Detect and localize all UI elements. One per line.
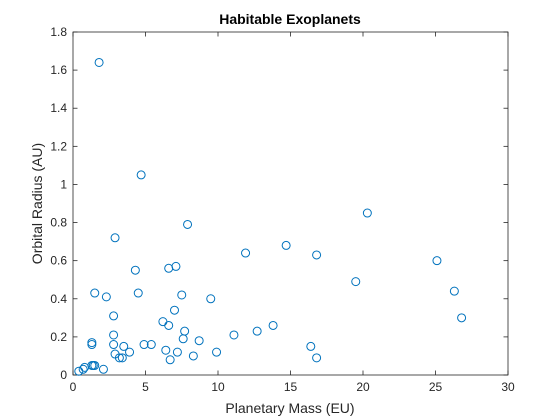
data-point (268, 320, 278, 330)
y-tick-label: 1.8 (50, 25, 67, 39)
data-point (457, 313, 467, 323)
data-point (109, 330, 119, 340)
chart-title: Habitable Exoplanets (219, 11, 361, 27)
x-axis-label: Planetary Mass (EU) (225, 400, 354, 416)
data-point (188, 351, 198, 361)
data-point (161, 345, 171, 355)
x-tick-label: 10 (211, 380, 225, 394)
data-point (139, 340, 149, 350)
data-point (130, 265, 140, 275)
data-point (312, 250, 322, 260)
x-tick-label: 30 (501, 380, 515, 394)
data-point (449, 286, 459, 296)
data-point (306, 341, 316, 351)
data-point (74, 366, 84, 376)
y-tick-label: 0 (60, 368, 67, 382)
data-point (281, 240, 291, 250)
data-point (229, 330, 239, 340)
data-point (90, 288, 100, 298)
y-tick-label: 1.6 (50, 63, 67, 77)
x-tick-label: 5 (142, 380, 149, 394)
data-point (177, 290, 187, 300)
data-point (171, 261, 181, 271)
data-point (351, 277, 361, 287)
data-point (164, 320, 174, 330)
data-point (110, 233, 120, 243)
y-tick-label: 1 (60, 177, 67, 191)
data-point (88, 360, 98, 370)
data-point (206, 294, 216, 304)
data-point (87, 340, 97, 350)
data-point (165, 355, 175, 365)
data-point (133, 288, 143, 298)
y-axis-label: Orbital Radius (AU) (29, 143, 45, 264)
data-point (136, 170, 146, 180)
x-axis-ticks: 0 5 10 15 20 25 30 (70, 32, 515, 394)
data-point (362, 208, 372, 218)
data-point (146, 340, 156, 350)
data-point (109, 311, 119, 321)
y-tick-label: 1.4 (50, 101, 67, 115)
y-tick-label: 0.8 (50, 216, 67, 230)
data-point (117, 353, 127, 363)
data-point (170, 305, 179, 315)
data-point (252, 326, 262, 336)
data-point (432, 256, 442, 266)
x-tick-label: 0 (70, 380, 77, 394)
data-point (98, 364, 108, 374)
y-tick-label: 0.2 (50, 330, 67, 344)
x-tick-label: 20 (356, 380, 370, 394)
y-tick-label: 1.2 (50, 139, 67, 153)
data-points (74, 57, 467, 376)
data-point (212, 347, 222, 357)
y-tick-label: 0.4 (50, 292, 67, 306)
data-point (101, 292, 111, 302)
data-point (125, 347, 135, 357)
x-tick-label: 15 (284, 380, 298, 394)
data-point (178, 334, 188, 344)
data-point (119, 341, 129, 351)
data-point (109, 340, 119, 350)
y-tick-label: 0.6 (50, 254, 67, 268)
data-point (312, 353, 322, 363)
x-tick-label: 25 (429, 380, 443, 394)
data-point (241, 248, 251, 258)
data-point (183, 219, 193, 229)
data-point (114, 353, 124, 363)
data-point (94, 57, 104, 67)
data-point (194, 336, 204, 346)
data-point (78, 364, 88, 374)
y-axis-ticks: 0 0.2 0.4 0.6 0.8 1 1.2 1.4 1.6 1.8 (50, 25, 508, 382)
data-point (172, 347, 182, 357)
